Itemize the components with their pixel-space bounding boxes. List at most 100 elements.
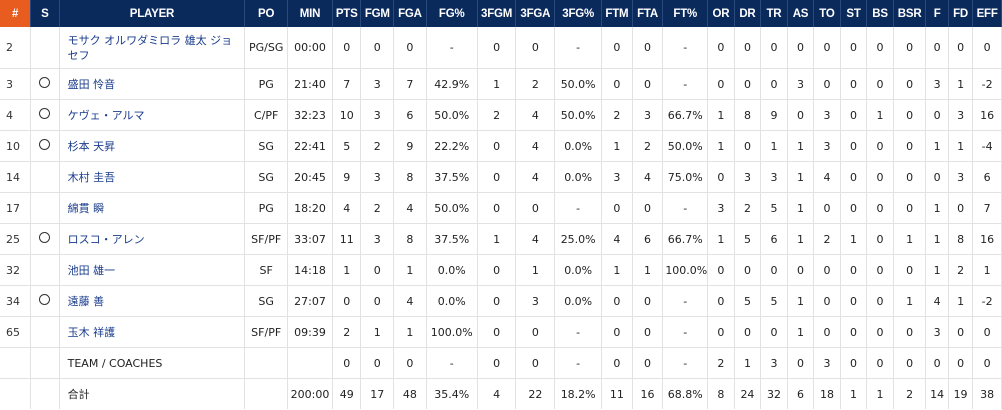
- col-header-hash[interactable]: #: [0, 0, 32, 27]
- total-stat-or: 8: [707, 378, 735, 409]
- col-header-ftm[interactable]: FTM: [601, 0, 633, 27]
- player-name-link[interactable]: 綿貫 瞬: [59, 192, 246, 224]
- starter-cell: [30, 192, 60, 224]
- stat-bsr: 0: [893, 27, 927, 69]
- col-header-bs[interactable]: BS: [866, 0, 894, 27]
- stat-fga: 7: [393, 68, 427, 100]
- player-name-link[interactable]: 木村 圭吾: [59, 161, 246, 193]
- col-header-pts[interactable]: PTS: [332, 0, 362, 27]
- team-minutes: [287, 347, 333, 379]
- stat-f: 0: [925, 161, 949, 193]
- stat-fd: 0: [948, 192, 974, 224]
- player-number: 10: [0, 130, 32, 162]
- player-name-link[interactable]: 盛田 怜音: [59, 68, 246, 100]
- col-header-to[interactable]: TO: [813, 0, 841, 27]
- stat-st: 0: [840, 192, 868, 224]
- total-stat-st: 1: [840, 378, 868, 409]
- col-header-3fga[interactable]: 3FGA: [515, 0, 556, 27]
- col-header-fta[interactable]: FTA: [632, 0, 664, 27]
- total-label: 合計: [59, 378, 246, 409]
- stat-f: 3: [925, 68, 949, 100]
- stat-fd: 3: [948, 99, 974, 131]
- col-header-st[interactable]: ST: [840, 0, 868, 27]
- stat-st: 0: [840, 130, 868, 162]
- stat-st: 0: [840, 99, 868, 131]
- stat-tpa: 2: [515, 68, 556, 100]
- player-row: 65 玉木 祥護 SF/PF 09:39 2 1 1 100.0% 0 0-0 0-0 0 0 1 0 0 0 0…: [0, 316, 1002, 348]
- stat-fd: 0: [948, 316, 974, 348]
- col-header-or[interactable]: OR: [707, 0, 735, 27]
- col-header-s[interactable]: S: [30, 0, 60, 27]
- player-name-link[interactable]: モサク オルワダミロラ 雄太 ジョセフ: [59, 27, 246, 69]
- stat-as: 0: [787, 27, 815, 69]
- col-header-eff[interactable]: EFF: [972, 0, 1002, 27]
- col-header-dr[interactable]: DR: [734, 0, 762, 27]
- team-stat-fd: 0: [948, 347, 974, 379]
- total-stat-as: 6: [787, 378, 815, 409]
- player-name-link[interactable]: 池田 雄一: [59, 254, 246, 286]
- stat-or: 1: [707, 99, 735, 131]
- player-name-link[interactable]: ケヴェ・アルマ: [59, 99, 246, 131]
- stat-f: 0: [925, 99, 949, 131]
- stat-or: 3: [707, 192, 735, 224]
- stat-eff: -2: [972, 68, 1002, 100]
- stat-pts: 0: [332, 27, 362, 69]
- player-row: 4 ケヴェ・アルマ C/PF 32:23 10 3 6 50.0% 2 4 50.0% 2 3 66.7%…: [0, 99, 1002, 131]
- team-stat-as: 0: [787, 347, 815, 379]
- stat-tpp: 0.0%: [554, 161, 603, 193]
- total-stat-pts: 49: [332, 378, 362, 409]
- col-header-f[interactable]: F: [925, 0, 949, 27]
- stat-tpp: 0.0%: [554, 285, 603, 317]
- col-header-3fgm[interactable]: 3FGM: [477, 0, 517, 27]
- stat-fta: 0: [632, 285, 664, 317]
- player-number: 2: [0, 27, 32, 69]
- stat-st: 1: [840, 223, 868, 255]
- stat-fgm: 2: [360, 130, 395, 162]
- team-stat-tpp: -: [554, 347, 603, 379]
- stat-dr: 3: [734, 161, 762, 193]
- starter-circle-icon: [39, 232, 51, 243]
- player-name-link[interactable]: 玉木 祥護: [59, 316, 246, 348]
- col-header-fd[interactable]: FD: [948, 0, 974, 27]
- stat-dr: 0: [734, 130, 762, 162]
- stat-f: 1: [925, 130, 949, 162]
- col-header-tr[interactable]: TR: [760, 0, 788, 27]
- stat-fgm: 2: [360, 192, 395, 224]
- stat-fd: 8: [948, 223, 974, 255]
- player-number: 65: [0, 316, 32, 348]
- player-name-link[interactable]: ロスコ・アレン: [59, 223, 246, 255]
- stat-tr: 3: [760, 161, 788, 193]
- stat-fgp: 0.0%: [426, 254, 478, 286]
- stat-tpp: 50.0%: [554, 99, 603, 131]
- col-header-ft-pct[interactable]: FT%: [662, 0, 709, 27]
- stat-or: 0: [707, 27, 735, 69]
- col-header-min[interactable]: MIN: [287, 0, 333, 27]
- col-header-fg-pct[interactable]: FG%: [426, 0, 478, 27]
- col-header-3fg-pct[interactable]: 3FG%: [554, 0, 603, 27]
- stat-ftp: -: [662, 27, 709, 69]
- stat-tr: 0: [760, 254, 788, 286]
- total-stat-tpp: 18.2%: [554, 378, 603, 409]
- col-header-as[interactable]: AS: [787, 0, 815, 27]
- team-stat-or: 2: [707, 347, 735, 379]
- stat-tpp: -: [554, 316, 603, 348]
- stat-tpm: 0: [477, 161, 517, 193]
- col-header-po[interactable]: PO: [244, 0, 289, 27]
- stat-f: 1: [925, 223, 949, 255]
- player-number: 14: [0, 161, 32, 193]
- stat-st: 0: [840, 285, 868, 317]
- stat-tpa: 3: [515, 285, 556, 317]
- col-header-fga[interactable]: FGA: [393, 0, 427, 27]
- stat-dr: 0: [734, 254, 762, 286]
- col-header-bsr[interactable]: BSR: [893, 0, 927, 27]
- player-name-link[interactable]: 遠藤 善: [59, 285, 246, 317]
- team-stat-fgm: 0: [360, 347, 395, 379]
- stat-fta: 1: [632, 254, 664, 286]
- team-coaches-row: TEAM / COACHES 0 0 0-0 0-0 0-2 1 3 0 3 0 0 0 0 0 0: [0, 347, 1002, 379]
- player-name-link[interactable]: 杉本 天昇: [59, 130, 246, 162]
- stat-fgm: 0: [360, 27, 395, 69]
- col-header-fgm[interactable]: FGM: [360, 0, 395, 27]
- col-header-player[interactable]: PLAYER: [59, 0, 246, 27]
- player-row: 34 遠藤 善 SG 27:07 0 0 4 0.0% 0 3 0.0% 0 0-0 5 5 1 0 0 0 1 4 1-…: [0, 285, 1002, 317]
